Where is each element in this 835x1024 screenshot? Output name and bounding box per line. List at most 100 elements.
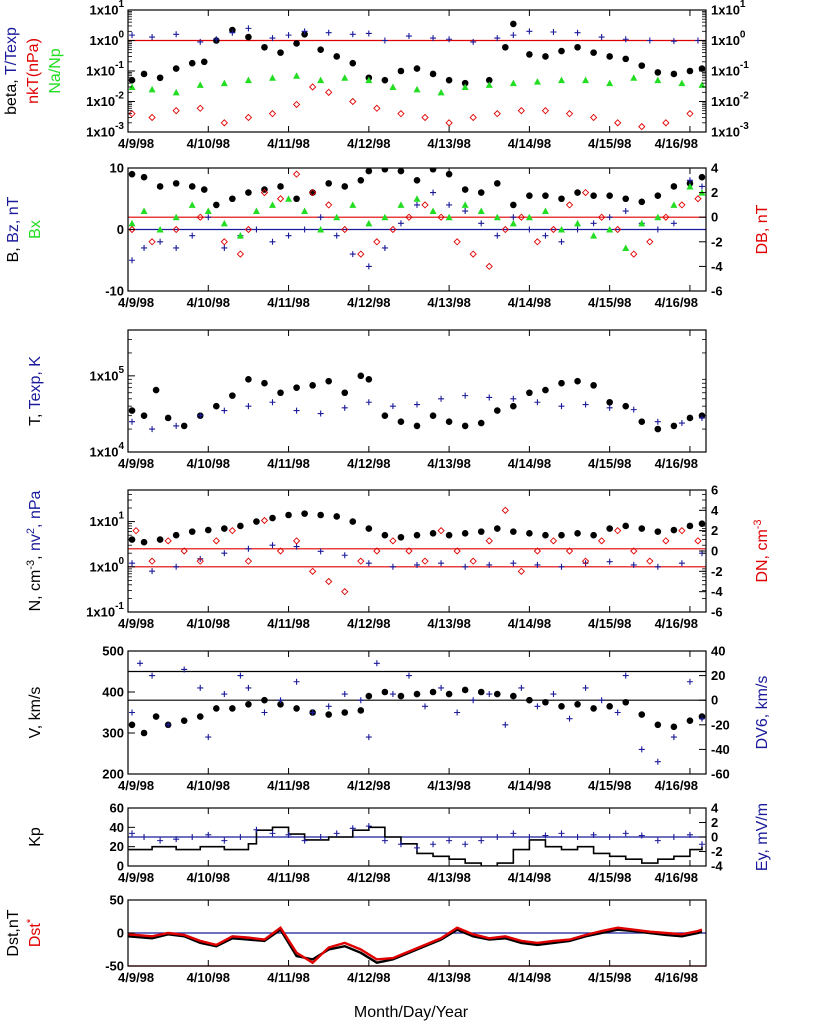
point-bfield-0-6 bbox=[213, 201, 220, 209]
point-density-0-20 bbox=[445, 531, 453, 539]
point-velocity-1-11 bbox=[277, 697, 284, 704]
point-beta-0-32 bbox=[622, 55, 630, 63]
point-density-0-0 bbox=[128, 536, 136, 543]
point-density-2-13 bbox=[341, 588, 349, 596]
point-kp-1-7 bbox=[237, 834, 244, 840]
x-tick-label-temperature-5: 4/14/98 bbox=[508, 456, 551, 471]
point-temperature-1-1 bbox=[149, 426, 156, 433]
point-beta-2-0 bbox=[128, 83, 136, 90]
point-beta-1-19 bbox=[510, 32, 517, 39]
y-axis-title-beta-part-1: T/Texp bbox=[3, 27, 20, 75]
point-beta-0-9 bbox=[261, 43, 268, 51]
point-beta-0-36 bbox=[686, 67, 694, 75]
point-bfield-1-14 bbox=[349, 251, 356, 258]
x-tick-label-kp-2: 4/11/98 bbox=[267, 870, 310, 885]
point-bfield-3-12 bbox=[341, 225, 349, 234]
point-temperature-0-11 bbox=[293, 384, 300, 391]
point-velocity-1-29 bbox=[550, 691, 557, 698]
point-velocity-0-31 bbox=[606, 703, 613, 710]
point-bfield-0-26 bbox=[526, 192, 533, 199]
y2-tick-label-beta-0: 1x10-3 bbox=[711, 121, 749, 140]
point-bfield-2-30 bbox=[606, 226, 614, 233]
y2-tick-label-velocity-5: 40 bbox=[711, 644, 725, 659]
point-density-1-22 bbox=[654, 563, 661, 570]
point-beta-1-17 bbox=[470, 38, 477, 45]
point-velocity-0-36 bbox=[686, 717, 694, 724]
point-density-2-22 bbox=[485, 537, 493, 545]
point-temperature-0-26 bbox=[526, 389, 533, 397]
y-axis-title-density-part-3: nv bbox=[27, 534, 44, 551]
x-tick-label-temperature-0: 4/9/98 bbox=[118, 456, 154, 471]
point-bfield-0-12 bbox=[309, 189, 316, 196]
point-beta-2-17 bbox=[533, 78, 541, 85]
point-velocity-1-31 bbox=[582, 684, 589, 691]
point-density-2-6 bbox=[228, 527, 236, 535]
point-bfield-2-21 bbox=[461, 201, 469, 208]
point-density-1-10 bbox=[365, 560, 372, 567]
point-kp-1-3 bbox=[173, 836, 180, 843]
y-tick-label-velocity-0: 200 bbox=[102, 767, 124, 782]
x-tick-label-beta-7: 4/16/98 bbox=[655, 136, 698, 151]
point-velocity-0-10 bbox=[277, 701, 284, 708]
point-temperature-1-21 bbox=[630, 406, 637, 413]
point-beta-1-18 bbox=[494, 35, 501, 42]
x-tick-label-density-5: 4/14/98 bbox=[508, 616, 551, 631]
point-density-0-30 bbox=[606, 525, 613, 532]
point-kp-1-18 bbox=[414, 844, 420, 851]
point-beta-3-19 bbox=[565, 110, 574, 118]
point-bfield-0-5 bbox=[200, 186, 208, 193]
point-temperature-0-35 bbox=[670, 422, 678, 430]
y-tick-label-beta-3: 1x100 bbox=[90, 29, 125, 48]
panel-dst: -50 0 50 4/9/98 4/10/98 4/11/98 4/12/98 4/13/98… bbox=[5, 893, 707, 985]
point-beta-1-20 bbox=[526, 28, 533, 35]
y-axis-title-bfield-part-1: Bz, nT bbox=[5, 196, 22, 242]
point-bfield-0-34 bbox=[654, 192, 662, 199]
point-density-0-35 bbox=[686, 522, 694, 530]
x-tick-label-dst-7: 4/16/98 bbox=[655, 970, 698, 985]
point-density-0-2 bbox=[156, 536, 164, 543]
point-velocity-1-4 bbox=[181, 666, 188, 673]
point-beta-0-23 bbox=[485, 76, 493, 84]
point-bfield-3-32 bbox=[662, 213, 670, 221]
point-temperature-0-30 bbox=[590, 382, 597, 389]
point-bfield-1-29 bbox=[590, 220, 597, 227]
point-velocity-0-20 bbox=[429, 688, 437, 696]
point-density-0-24 bbox=[510, 528, 517, 535]
point-velocity-1-37 bbox=[670, 734, 677, 741]
point-density-1-7 bbox=[293, 543, 300, 550]
point-temperature-0-23 bbox=[477, 419, 485, 427]
point-temperature-1-17 bbox=[534, 399, 541, 406]
point-bfield-2-20 bbox=[445, 213, 453, 221]
point-velocity-0-1 bbox=[140, 729, 148, 737]
y-tick-label-velocity-1: 300 bbox=[102, 726, 124, 741]
y2-tick-label-beta-4: 1x101 bbox=[711, 0, 746, 18]
point-temperature-0-18 bbox=[397, 418, 405, 425]
point-bfield-2-2 bbox=[156, 226, 164, 233]
point-bfield-0-15 bbox=[357, 177, 365, 184]
point-density-2-29 bbox=[598, 537, 606, 545]
y2-axis-title-bfield-part-0: DB, nT bbox=[754, 204, 771, 254]
point-density-1-16 bbox=[510, 560, 517, 567]
point-density-2-27 bbox=[565, 547, 574, 555]
point-density-2-4 bbox=[196, 557, 204, 565]
point-temperature-1-7 bbox=[293, 407, 300, 414]
point-velocity-0-18 bbox=[397, 692, 405, 700]
point-density-2-32 bbox=[646, 557, 654, 565]
point-bfield-3-23 bbox=[517, 213, 525, 221]
point-density-2-8 bbox=[260, 516, 269, 525]
point-density-2-21 bbox=[469, 557, 477, 565]
point-bfield-1-9 bbox=[269, 238, 276, 245]
point-density-1-6 bbox=[269, 542, 276, 549]
point-bfield-0-27 bbox=[542, 192, 549, 199]
point-beta-2-15 bbox=[485, 81, 493, 88]
point-bfield-2-11 bbox=[301, 207, 309, 215]
point-velocity-1-9 bbox=[245, 684, 252, 691]
point-beta-1-22 bbox=[574, 29, 581, 36]
series-line-dst-0 bbox=[128, 927, 703, 964]
point-beta-3-9 bbox=[325, 88, 333, 96]
point-beta-2-6 bbox=[269, 74, 276, 81]
point-beta-3-4 bbox=[220, 119, 228, 127]
point-density-1-21 bbox=[630, 561, 637, 568]
point-density-1-1 bbox=[149, 568, 156, 575]
point-bfield-2-6 bbox=[220, 219, 228, 227]
